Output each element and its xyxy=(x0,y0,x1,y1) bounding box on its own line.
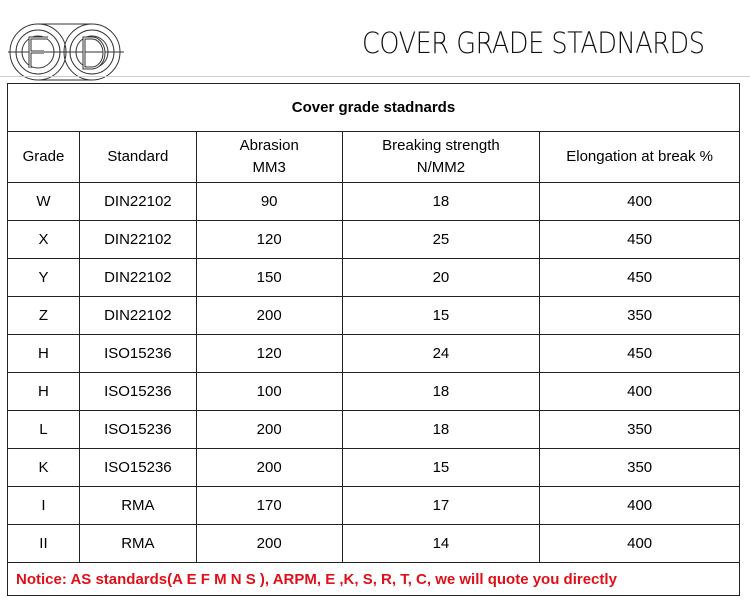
table-cell: 400 xyxy=(539,524,740,563)
header-line1: Elongation at break % xyxy=(566,148,714,165)
column-header: Standard xyxy=(78,131,197,183)
header-line2: N/MM2 xyxy=(416,159,466,176)
table-cell: 15 xyxy=(341,296,541,335)
table-cell: 120 xyxy=(195,334,343,373)
table-cell: 24 xyxy=(341,334,541,373)
header-line1: Grade xyxy=(22,148,65,165)
header-line1: Breaking strength xyxy=(382,137,500,154)
table-cell: 200 xyxy=(195,524,343,563)
table-cell: 400 xyxy=(539,486,740,525)
table-cell: 400 xyxy=(539,372,740,411)
table-row: I RMA 170 17 400 xyxy=(7,486,740,525)
header-line1: Standard xyxy=(107,148,169,165)
table-cell: K xyxy=(7,448,80,487)
header-line1: Abrasion xyxy=(239,137,299,154)
table-cell: 120 xyxy=(195,220,343,259)
column-header: Grade xyxy=(7,131,80,183)
table-cell: 90 xyxy=(195,182,343,221)
table-cell: 18 xyxy=(341,410,541,449)
table-cell: 450 xyxy=(539,258,740,297)
table-row: II RMA 200 14 400 xyxy=(7,524,740,563)
table-cell: DIN22102 xyxy=(78,182,197,221)
table-cell: 200 xyxy=(195,410,343,449)
table-row: Z DIN22102 200 15 350 xyxy=(7,296,740,335)
table-row: H ISO15236 100 18 400 xyxy=(7,372,740,411)
table-cell: 170 xyxy=(195,486,343,525)
notice-text: Notice: AS standards(A E F M N S ), ARPM… xyxy=(7,562,740,596)
table-row: W DIN22102 90 18 400 xyxy=(7,182,740,221)
column-header: Abrasion MM3 xyxy=(195,131,343,183)
table-caption: Cover grade stadnards xyxy=(7,83,740,132)
table-row: H ISO15236 120 24 450 xyxy=(7,334,740,373)
table-cell: X xyxy=(7,220,80,259)
table-cell: DIN22102 xyxy=(78,296,197,335)
table-row: L ISO15236 200 18 350 xyxy=(7,410,740,449)
table-cell: 350 xyxy=(539,296,740,335)
column-header: Elongation at break % xyxy=(539,131,740,183)
table-cell: W xyxy=(7,182,80,221)
table-cell: 200 xyxy=(195,296,343,335)
table-cell: 20 xyxy=(341,258,541,297)
table-cell: II xyxy=(7,524,80,563)
table-cell: 18 xyxy=(341,182,541,221)
table-cell: ISO15236 xyxy=(78,448,197,487)
table-cell: 100 xyxy=(195,372,343,411)
table-cell: RMA xyxy=(78,486,197,525)
table-cell: ISO15236 xyxy=(78,410,197,449)
table-cell: 350 xyxy=(539,448,740,487)
table-cell: ISO15236 xyxy=(78,372,197,411)
table-cell: DIN22102 xyxy=(78,220,197,259)
table-cell: L xyxy=(7,410,80,449)
table-cell: 14 xyxy=(341,524,541,563)
table-cell: 18 xyxy=(341,372,541,411)
table-cell: I xyxy=(7,486,80,525)
cover-grade-table: Cover grade stadnards Grade Standard Abras… xyxy=(7,83,740,596)
header-line2: MM3 xyxy=(252,159,286,176)
table-cell: 450 xyxy=(539,220,740,259)
table-cell: H xyxy=(7,372,80,411)
table-cell: 17 xyxy=(341,486,541,525)
table-cell: 350 xyxy=(539,410,740,449)
table-cell: 450 xyxy=(539,334,740,373)
table-cell: DIN22102 xyxy=(78,258,197,297)
table-row: K ISO15236 200 15 350 xyxy=(7,448,740,487)
page-title: COVER GRADE STADNARDS xyxy=(362,26,705,60)
table-cell: H xyxy=(7,334,80,373)
table-cell: 400 xyxy=(539,182,740,221)
table-cell: Z xyxy=(7,296,80,335)
divider xyxy=(0,76,750,77)
fd-logo xyxy=(8,23,124,81)
table-cell: RMA xyxy=(78,524,197,563)
table-cell: 25 xyxy=(341,220,541,259)
table-cell: 15 xyxy=(341,448,541,487)
table-row: Y DIN22102 150 20 450 xyxy=(7,258,740,297)
table-row: X DIN22102 120 25 450 xyxy=(7,220,740,259)
table-cell: Y xyxy=(7,258,80,297)
table-cell: ISO15236 xyxy=(78,334,197,373)
table-cell: 150 xyxy=(195,258,343,297)
table-cell: 200 xyxy=(195,448,343,487)
column-header: Breaking strength N/MM2 xyxy=(341,131,541,183)
